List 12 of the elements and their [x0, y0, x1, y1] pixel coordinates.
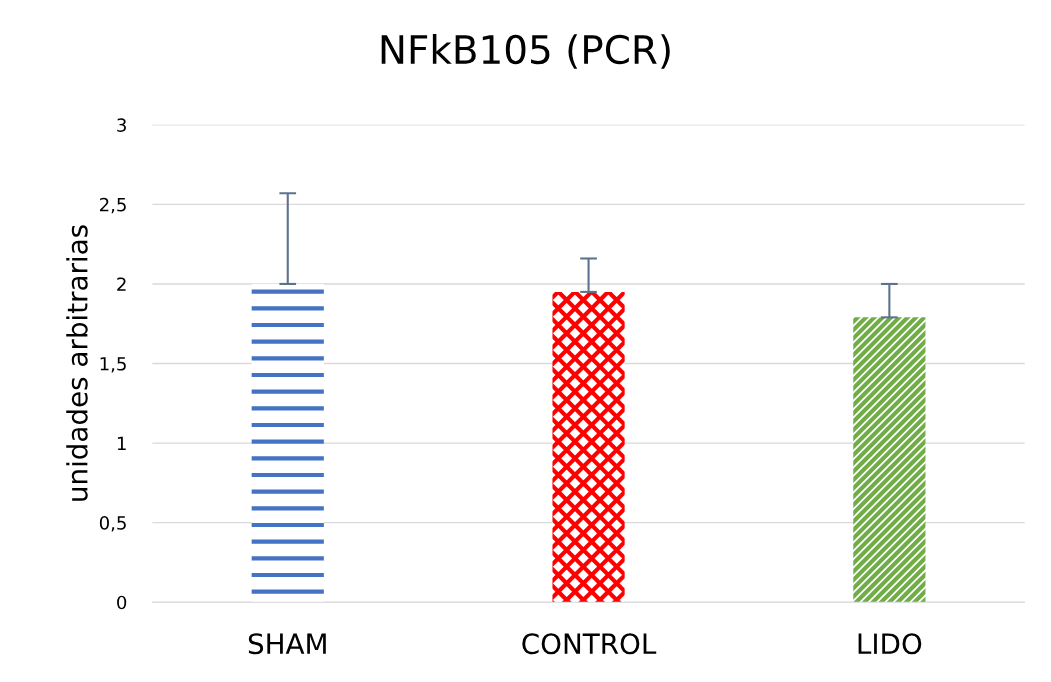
chart-title: NFkB105 (PCR)	[381, 34, 670, 69]
y-tick-label: 1	[117, 436, 126, 450]
y-axis-title: unidades arbitrarias	[66, 225, 88, 501]
y-tick-label: 2	[117, 277, 126, 291]
y-tick-label: 1,5	[100, 357, 126, 373]
y-tick-label: 3	[117, 118, 126, 132]
x-tick-label: SHAM	[248, 633, 326, 655]
x-tick-label: LIDO	[858, 633, 922, 655]
x-tick-label: CONTROL	[522, 633, 657, 655]
y-tick-label: 0	[117, 595, 127, 610]
y-tick-label: 2,5	[100, 197, 126, 214]
y-tick-label: 0,5	[99, 516, 126, 532]
